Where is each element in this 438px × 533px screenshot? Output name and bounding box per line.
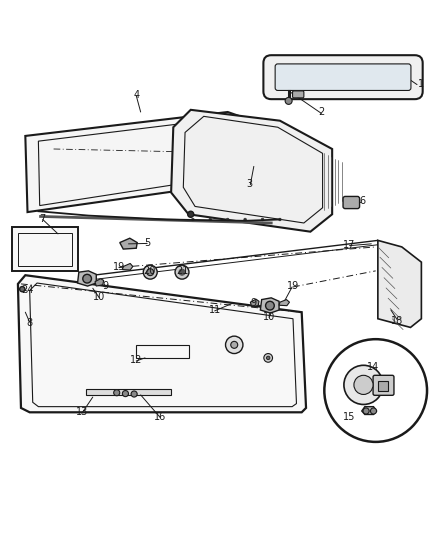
Polygon shape	[251, 299, 259, 306]
Circle shape	[371, 408, 377, 414]
Circle shape	[209, 218, 212, 221]
Text: 14: 14	[367, 361, 380, 372]
Text: 3: 3	[247, 179, 253, 189]
Text: 12: 12	[130, 355, 142, 365]
Circle shape	[179, 269, 185, 275]
Polygon shape	[95, 279, 104, 286]
Polygon shape	[260, 298, 279, 313]
Circle shape	[264, 353, 272, 362]
Text: 6: 6	[360, 196, 366, 206]
Circle shape	[261, 218, 264, 221]
FancyBboxPatch shape	[275, 64, 411, 91]
Text: 15: 15	[343, 411, 356, 422]
Circle shape	[354, 375, 373, 394]
Text: 18: 18	[391, 316, 403, 326]
Text: 8: 8	[27, 318, 33, 328]
Circle shape	[279, 218, 281, 221]
Polygon shape	[171, 110, 332, 232]
FancyBboxPatch shape	[293, 91, 304, 98]
Text: 10: 10	[263, 312, 275, 321]
Text: 21: 21	[176, 266, 188, 276]
Text: 19: 19	[287, 281, 299, 291]
Text: 9: 9	[103, 281, 109, 291]
Text: 16: 16	[154, 411, 166, 422]
Polygon shape	[378, 240, 421, 327]
Polygon shape	[120, 238, 137, 249]
Circle shape	[265, 301, 274, 310]
Circle shape	[285, 98, 292, 104]
Circle shape	[226, 336, 243, 353]
Text: 19: 19	[113, 262, 125, 271]
Circle shape	[131, 391, 137, 397]
Text: 10: 10	[93, 292, 106, 302]
FancyBboxPatch shape	[378, 381, 388, 391]
Polygon shape	[122, 263, 133, 270]
Circle shape	[226, 218, 229, 221]
Text: 1: 1	[418, 79, 424, 88]
Circle shape	[363, 408, 369, 414]
Circle shape	[20, 287, 25, 292]
Polygon shape	[18, 275, 306, 413]
Text: 20: 20	[143, 266, 155, 276]
Polygon shape	[12, 228, 78, 271]
Polygon shape	[279, 300, 290, 305]
Circle shape	[143, 265, 157, 279]
Circle shape	[191, 218, 194, 221]
Circle shape	[175, 265, 189, 279]
FancyBboxPatch shape	[263, 55, 423, 99]
Circle shape	[114, 390, 120, 396]
Circle shape	[83, 274, 92, 283]
Text: 5: 5	[144, 238, 150, 247]
Circle shape	[122, 391, 128, 397]
Polygon shape	[362, 407, 377, 415]
Circle shape	[344, 365, 383, 405]
Text: 24: 24	[21, 286, 34, 295]
Text: 2: 2	[318, 107, 325, 117]
FancyBboxPatch shape	[343, 197, 360, 208]
Circle shape	[244, 218, 247, 221]
Polygon shape	[78, 271, 96, 286]
Text: 4: 4	[133, 90, 139, 100]
Text: 13: 13	[76, 407, 88, 417]
Text: 17: 17	[343, 240, 356, 250]
Polygon shape	[86, 389, 171, 395]
Polygon shape	[25, 112, 271, 212]
Circle shape	[147, 269, 154, 276]
Circle shape	[187, 211, 194, 217]
Circle shape	[324, 339, 427, 442]
Circle shape	[266, 356, 270, 360]
FancyBboxPatch shape	[373, 375, 394, 395]
Text: 9: 9	[251, 298, 257, 309]
Circle shape	[231, 341, 238, 349]
Text: 7: 7	[39, 214, 46, 224]
Text: 11: 11	[208, 305, 221, 315]
